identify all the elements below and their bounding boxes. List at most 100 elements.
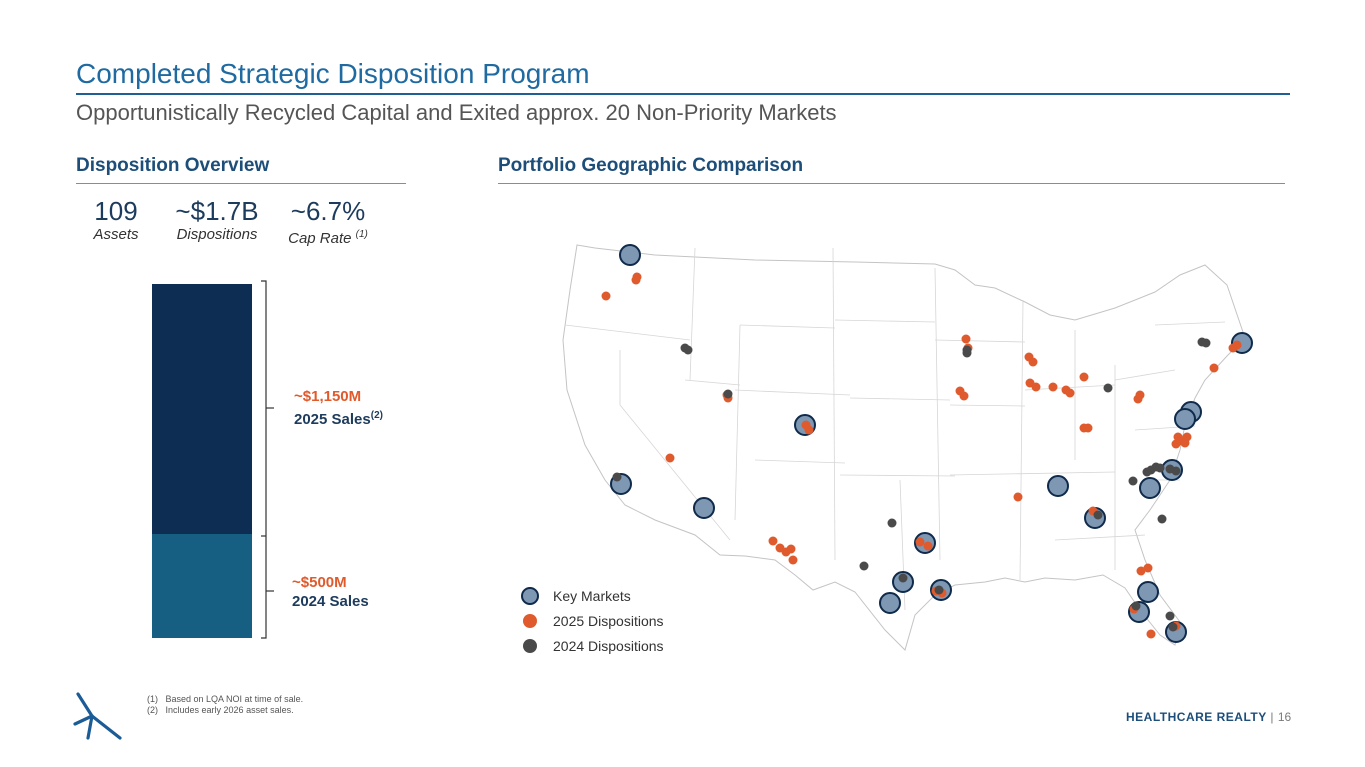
disposition-2025-marker [961, 334, 971, 344]
disposition-2025-marker [775, 543, 785, 553]
disposition-2025-marker [665, 453, 675, 463]
disposition-2024-marker [962, 348, 972, 358]
disposition-2025-marker [1143, 563, 1153, 573]
state-borders [564, 247, 1226, 611]
disposition-2024-marker [859, 561, 869, 571]
key-market-marker [619, 244, 641, 266]
bar-2025-footnote-ref: (2) [370, 410, 383, 421]
disposition-2024-marker [898, 573, 908, 583]
disposition-2024-marker [1165, 611, 1175, 621]
legend-2025-dispositions: 2025 Dispositions [520, 608, 664, 633]
footnote-1-num: (1) [147, 694, 158, 704]
bar-2025-year-row: 2025 Sales(2) [294, 406, 383, 429]
disposition-2025-marker [915, 537, 925, 547]
disposition-2024-marker [1142, 467, 1152, 477]
stat-cap-rate-label: Cap Rate [288, 230, 352, 247]
disposition-2025-marker [1180, 438, 1190, 448]
disposition-2025-marker [923, 541, 933, 551]
disposition-2025-marker [1028, 357, 1038, 367]
disposition-2024-marker [1171, 466, 1181, 476]
legend-key-markets: Key Markets [520, 583, 664, 608]
stat-assets-label: Assets [93, 226, 139, 243]
title-divider [76, 93, 1290, 95]
healthcare-realty-logo-icon [73, 692, 122, 740]
legend-2024-dispositions: 2024 Dispositions [520, 633, 664, 658]
bar-2025-sales [152, 284, 252, 534]
stat-dispositions: ~$1.7B Dispositions [164, 196, 270, 244]
stat-cap-rate-footnote-ref: (1) [355, 229, 368, 240]
disposition-2025-marker [1013, 492, 1023, 502]
bar-2024-sales [152, 534, 252, 638]
legend-2025-marker [520, 611, 540, 631]
disposition-2024-marker [1168, 622, 1178, 632]
disposition-2025-marker [1228, 343, 1238, 353]
bar-label-2025: ~$1,150M 2025 Sales(2) [294, 387, 383, 429]
page-title: Completed Strategic Disposition Program [76, 58, 590, 89]
disposition-2025-marker [1133, 394, 1143, 404]
disposition-2025-dot-icon [523, 613, 537, 628]
portfolio-geographic-divider [498, 183, 1285, 184]
stat-dispositions-label: Dispositions [176, 226, 258, 243]
disposition-2024-marker [1103, 383, 1113, 393]
brand-name: HEALTHCARE REALTY [1126, 710, 1267, 724]
disposition-2024-marker [723, 389, 733, 399]
disposition-2024-marker [1093, 510, 1103, 520]
bar-2024-amount: ~$500M [292, 574, 347, 591]
legend-key-markets-marker [520, 586, 540, 606]
disposition-2025-marker [1079, 423, 1089, 433]
key-market-marker [693, 497, 715, 519]
disposition-2025-marker [601, 291, 611, 301]
page-number: 16 [1277, 710, 1292, 724]
legend-2024-label: 2024 Dispositions [553, 637, 664, 654]
disposition-2024-marker [887, 518, 897, 528]
disposition-2024-marker [683, 345, 693, 355]
stat-assets-value: 109 [94, 196, 138, 226]
footnote-1: (1) Based on LQA NOI at time of sale. [147, 694, 303, 705]
disposition-2025-marker [631, 275, 641, 285]
disposition-2025-marker [788, 555, 798, 565]
footer-brand: HEALTHCARE REALTY | 16 [1126, 710, 1291, 724]
stat-cap-rate-label-row: Cap Rate (1) [278, 226, 378, 248]
map-legend: Key Markets 2025 Dispositions 2024 Dispo… [520, 583, 664, 658]
disposition-2024-marker [1201, 338, 1211, 348]
disposition-2024-marker [934, 585, 944, 595]
footnote-2: (2) Includes early 2026 asset sales. [147, 705, 303, 716]
disposition-2025-marker [801, 420, 811, 430]
disposition-2025-marker [1136, 566, 1146, 576]
legend-2025-label: 2025 Dispositions [553, 612, 664, 629]
stat-assets: 109 Assets [86, 196, 146, 244]
disposition-2024-dot-icon [523, 638, 537, 653]
disposition-2025-marker [1146, 629, 1156, 639]
disposition-2024-marker [1128, 476, 1138, 486]
disposition-overview-heading: Disposition Overview [76, 155, 270, 176]
key-market-marker [1137, 581, 1159, 603]
page-subtitle: Opportunistically Recycled Capital and E… [76, 100, 837, 125]
bar-label-2024: ~$500M 2024 Sales [292, 573, 369, 611]
key-market-marker [879, 592, 901, 614]
disposition-2025-marker [1031, 382, 1041, 392]
disposition-2024-marker [1157, 514, 1167, 524]
legend-2024-marker [520, 636, 540, 656]
disposition-2025-marker [1171, 439, 1181, 449]
footnote-2-text: Includes early 2026 asset sales. [165, 705, 294, 715]
footer-separator: | [1270, 710, 1274, 724]
disposition-2025-marker [1209, 363, 1219, 373]
disposition-2024-marker [1131, 601, 1141, 611]
disposition-2025-marker [1048, 382, 1058, 392]
legend-key-markets-label: Key Markets [553, 587, 631, 604]
stat-dispositions-value: ~$1.7B [175, 196, 259, 226]
map-points [601, 244, 1253, 643]
stat-cap-rate-value: ~6.7% [290, 196, 366, 226]
disposition-2024-marker [1155, 463, 1165, 473]
footnote-1-text: Based on LQA NOI at time of sale. [165, 694, 304, 704]
footnotes: (1) Based on LQA NOI at time of sale. (2… [147, 694, 303, 716]
disposition-2025-marker [1079, 372, 1089, 382]
portfolio-geographic-heading: Portfolio Geographic Comparison [498, 155, 804, 176]
key-market-marker [1047, 475, 1069, 497]
disposition-2025-marker [1065, 388, 1075, 398]
disposition-2025-marker [786, 544, 796, 554]
bar-bracket [261, 280, 274, 639]
disposition-2025-marker [768, 536, 778, 546]
key-market-marker [1139, 477, 1161, 499]
bar-2025-year: 2025 Sales [294, 411, 371, 428]
